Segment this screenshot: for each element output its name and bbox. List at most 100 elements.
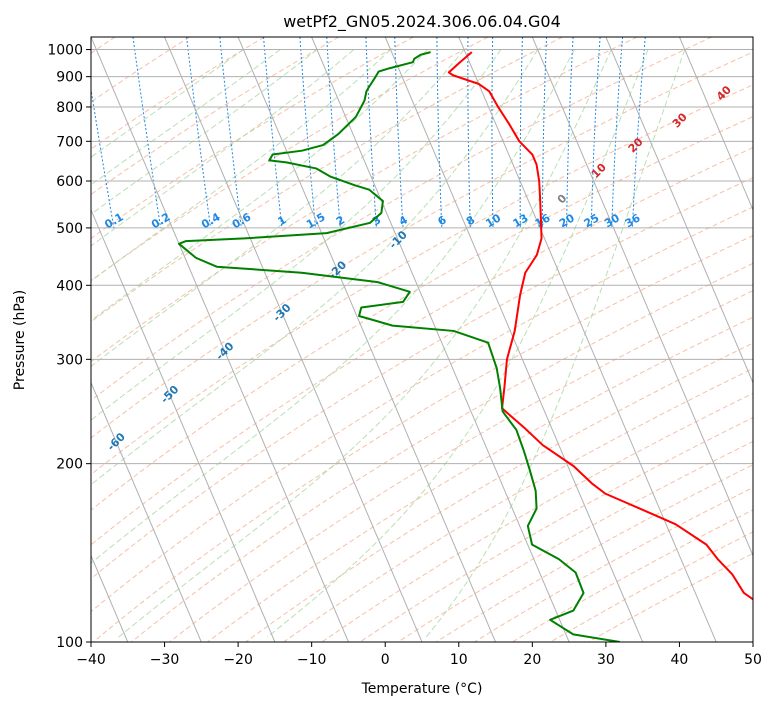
x-axis: −40 −30 −20 −10 0 10 20 30 40 50 (76, 642, 762, 668)
dry-adiabat-line (550, 531, 753, 642)
moist-adiabat-line (91, 49, 502, 421)
isotherm-line (384, 37, 644, 642)
moist-adiabat-label: 40 (714, 83, 734, 103)
temperature-profile-line (447, 51, 753, 601)
dry-adiabat-line (245, 342, 753, 642)
y-tick-label: 600 (56, 174, 83, 190)
mixing-ratio-line (219, 37, 242, 228)
isotherm-line (605, 37, 753, 384)
isotherm-line (531, 37, 753, 557)
dry-adiabat-line (169, 290, 753, 642)
x-axis-title: Temperature (°C) (361, 681, 483, 697)
x-tick-label: 40 (671, 652, 689, 668)
dry-adiabat-line (91, 84, 753, 476)
chart-title: wetPf2_GN05.2024.306.06.04.G04 (283, 12, 561, 32)
moist-adiabat-line (118, 49, 612, 638)
isotherm-line (458, 37, 717, 642)
y-tick-label: 100 (56, 635, 83, 651)
dry-adiabat-line (435, 464, 753, 642)
isotherm-label: -60 (105, 430, 128, 453)
x-tick-label: 30 (597, 652, 615, 668)
dry-adiabat-line (91, 37, 340, 196)
y-tick-label: 900 (56, 70, 83, 86)
mixing-ratio-line (365, 37, 377, 228)
y-tick-label: 300 (56, 352, 83, 368)
x-tick-label: 20 (523, 652, 541, 668)
background-lines (91, 37, 753, 642)
mixing-ratio-label: 2 (334, 213, 347, 228)
y-tick-label: 200 (56, 457, 83, 473)
isotherm-label: -30 (270, 301, 293, 324)
isotherm-label: -10 (387, 228, 410, 251)
dry-adiabat-line (473, 486, 753, 642)
iso-labels: 0.10.20.40.611.52346810131620253036-100-… (0, 83, 734, 541)
mixing-ratio-line (491, 37, 494, 228)
x-tick-label: −20 (223, 652, 253, 668)
dry-adiabat-line (91, 37, 414, 239)
x-tick-label: −30 (150, 652, 180, 668)
dry-adiabat-line (512, 509, 753, 642)
y-tick-label: 700 (56, 134, 83, 150)
moist-adiabat-label: 30 (670, 110, 690, 130)
isotherm-line (91, 37, 349, 642)
isotherm-line (91, 208, 276, 642)
mixing-ratio-line (631, 37, 646, 228)
dry-adiabat-line (91, 37, 638, 363)
mixing-ratio-line (186, 37, 212, 228)
mixing-ratio-label: 4 (397, 213, 410, 228)
isotherm-line (237, 37, 497, 642)
moist-adiabat-line (91, 49, 465, 367)
moist-adiabat-line (91, 49, 281, 186)
mixing-ratio-line (436, 37, 443, 228)
mixing-ratio-line (611, 37, 624, 228)
dry-adiabat-line (91, 206, 753, 613)
dry-adiabat-line (131, 262, 753, 642)
y-axis-title: Pressure (hPa) (12, 290, 28, 390)
moist-adiabat-line (425, 49, 686, 638)
moist-adiabat-line (91, 49, 355, 247)
mixing-ratio-line (590, 37, 601, 228)
dewpoint-profile-line (178, 51, 621, 642)
grid (91, 37, 753, 642)
mixing-ratio-line (132, 37, 162, 228)
series-group (178, 51, 753, 642)
y-tick-label: 500 (56, 221, 83, 237)
dry-adiabat-line (359, 417, 753, 642)
isotherm-line (311, 37, 570, 642)
x-tick-label: −10 (297, 652, 327, 668)
dry-adiabat-line (207, 316, 753, 642)
isotherm-line (164, 37, 423, 642)
dry-adiabat-line (321, 392, 753, 642)
moist-adiabat-line (91, 49, 318, 215)
y-tick-label: 400 (56, 278, 83, 294)
isotherm-line (91, 381, 202, 642)
mixing-ratio-line (91, 86, 115, 228)
moist-adiabat-line (267, 49, 649, 638)
isotherm-line (752, 37, 753, 39)
y-tick-label: 800 (56, 100, 83, 116)
dry-adiabat-line (91, 37, 190, 103)
y-axis: 100 200 300 400 500 600 700 800 900 1000 (47, 43, 91, 651)
dry-adiabat-line (91, 37, 712, 401)
dry-adiabat-line (283, 367, 753, 642)
x-tick-label: −40 (76, 652, 106, 668)
moist-adiabat-line (91, 49, 539, 486)
dry-adiabat-line (91, 146, 753, 546)
x-tick-label: 50 (744, 652, 762, 668)
isotherm-label: -70 (52, 479, 75, 502)
isotherm-label: -50 (158, 383, 181, 406)
y-tick-label: 1000 (47, 43, 83, 59)
isotherm-line (678, 37, 753, 212)
moist-adiabat-line (91, 49, 575, 564)
dry-adiabat-line (91, 37, 489, 282)
moist-adiabat-label: 20 (626, 135, 646, 155)
dry-adiabat-line (91, 37, 265, 150)
x-tick-label: 0 (381, 652, 390, 668)
x-tick-label: 10 (450, 652, 468, 668)
dry-adiabat-line (91, 51, 753, 439)
mixing-ratio-label: 6 (436, 213, 449, 228)
isotherm-label: -80 (0, 518, 18, 541)
plot-frame (90, 36, 754, 643)
dry-adiabat-line (92, 234, 753, 642)
